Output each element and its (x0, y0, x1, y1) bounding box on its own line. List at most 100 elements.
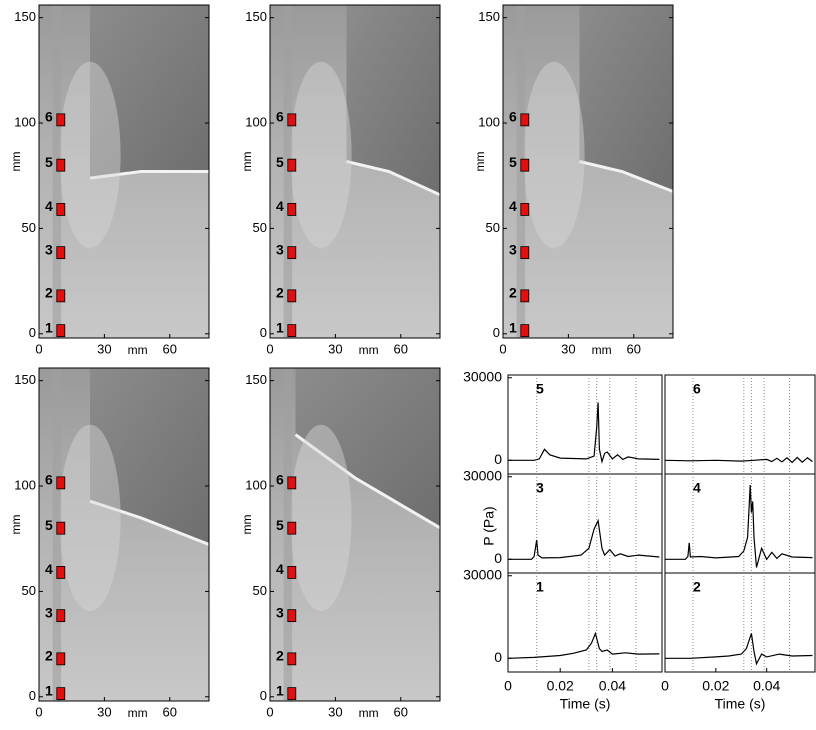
y-tick-label: 150 (245, 9, 267, 24)
x-tick-label: 0 (504, 678, 512, 694)
x-axis-label: mm (359, 706, 379, 720)
y-tick-label: 100 (245, 114, 267, 129)
plot-frame (507, 374, 663, 475)
x-tick-label: 30 (97, 341, 111, 356)
sensor-label: 4 (45, 198, 53, 214)
sensor-marker (520, 113, 530, 127)
sensor-label: 3 (45, 604, 53, 620)
sensor-marker (56, 609, 66, 623)
x-tick-label: 0.02 (702, 678, 729, 694)
sensor-label: 2 (276, 285, 284, 301)
photo-free-surface (89, 499, 210, 546)
panel-label: 6 (693, 381, 701, 397)
sensor-label: 4 (276, 561, 284, 577)
x-axis-label: mm (128, 706, 148, 720)
sensor-marker (520, 324, 530, 338)
panel-label: 1 (536, 579, 544, 595)
sensor-label: 4 (45, 561, 53, 577)
y-tick-label: 150 (478, 9, 500, 24)
sensor-label: 6 (509, 109, 517, 125)
sensor-label: 5 (276, 154, 284, 170)
sensor-label: 3 (45, 241, 53, 257)
sensor-label: 5 (45, 154, 53, 170)
photo-free-surface (579, 160, 674, 193)
photo-air-region (90, 368, 209, 545)
sensor-label: 6 (45, 109, 53, 125)
photo-splash (523, 61, 585, 249)
photo-splash (290, 424, 352, 612)
sensor-marker (287, 324, 297, 338)
x-tick-label: 60 (627, 341, 641, 356)
y-tick-label: 30000 (463, 467, 502, 483)
sensor-label: 2 (45, 648, 53, 664)
sensor-marker (56, 566, 66, 579)
sensor-marker (520, 203, 530, 216)
pressure-line (664, 456, 813, 464)
photo-frame (38, 4, 210, 339)
sensor-marker (56, 203, 66, 216)
plot-frame (507, 572, 663, 673)
x-tick-label: 0.04 (599, 678, 626, 694)
sensor-marker (520, 289, 530, 303)
sensor-marker (56, 687, 66, 701)
x-tick-label: 0 (499, 341, 506, 356)
sensor-marker (287, 246, 297, 260)
y-tick-label: 100 (478, 114, 500, 129)
x-tick-label: 30 (328, 341, 342, 356)
x-tick-label: 60 (394, 341, 408, 356)
x-axis-label: Time (s) (560, 696, 611, 712)
sensor-label: 1 (276, 682, 284, 698)
x-tick-label: 30 (328, 704, 342, 719)
y-axis-label: mm (473, 152, 487, 172)
sensor-label: 2 (509, 285, 517, 301)
x-tick-label: 0.04 (753, 678, 780, 694)
y-tick-label: 50 (253, 220, 267, 235)
y-tick-label: 50 (253, 583, 267, 598)
plot-frame (664, 374, 816, 475)
sensor-marker (56, 652, 66, 666)
photo-frame (38, 367, 210, 702)
y-tick-label: 0 (260, 688, 267, 703)
sensor-marker (287, 652, 297, 666)
sensor-marker (520, 246, 530, 260)
panel-label: 5 (536, 381, 544, 397)
sensor-label: 5 (45, 517, 53, 533)
photo-splash (59, 61, 121, 249)
panel-label: 4 (693, 480, 701, 496)
photo-air-region (579, 5, 673, 192)
y-tick-label: 100 (245, 477, 267, 492)
y-axis-label: mm (9, 515, 23, 535)
pressure-line (508, 402, 660, 464)
x-tick-label: 60 (163, 704, 177, 719)
sensor-marker (287, 609, 297, 623)
pressure-line (508, 518, 660, 560)
photo-splash (59, 424, 121, 612)
photo-free-surface (294, 433, 441, 530)
pressure-line (665, 484, 813, 568)
y-tick-label: 100 (14, 477, 36, 492)
y-axis-label: mm (240, 515, 254, 535)
photo-air-region (346, 5, 440, 195)
y-tick-label: 0 (494, 451, 502, 467)
x-tick-label: 0 (266, 704, 273, 719)
sensor-marker (287, 687, 297, 701)
photo-free-surface (89, 170, 209, 180)
plot-frame (507, 473, 663, 574)
x-tick-label: 60 (394, 704, 408, 719)
y-tick-label: 150 (14, 372, 36, 387)
y-axis-label: mm (9, 152, 23, 172)
sensor-label: 1 (509, 319, 517, 335)
y-axis-label: mm (240, 152, 254, 172)
x-axis-label: mm (359, 343, 379, 357)
sensor-marker (287, 113, 297, 127)
y-tick-label: 0 (29, 325, 36, 340)
sensor-marker (56, 246, 66, 260)
y-axis-label: P (Pa) (481, 506, 497, 545)
sensor-label: 1 (45, 319, 53, 335)
sensor-label: 4 (276, 198, 284, 214)
x-tick-label: 0 (35, 704, 42, 719)
photo-frame (269, 367, 441, 702)
sensor-marker (287, 289, 297, 303)
sensor-marker (56, 158, 66, 172)
